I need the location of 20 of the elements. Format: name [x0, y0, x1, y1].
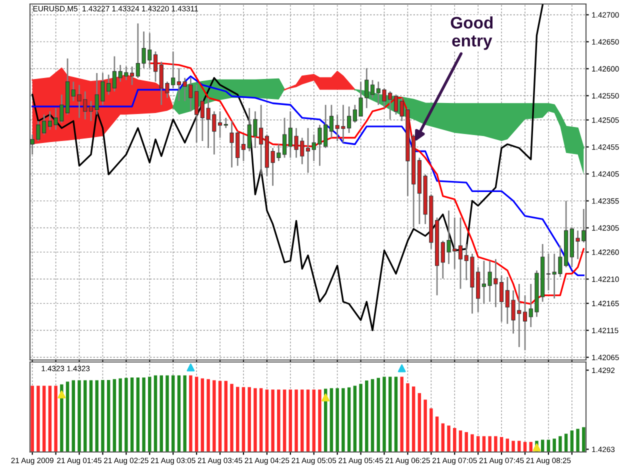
candlestick — [458, 216, 463, 290]
candlestick — [224, 117, 228, 129]
point — [322, 394, 330, 402]
candlestick — [176, 67, 182, 102]
candlestick — [522, 294, 528, 351]
point — [58, 390, 66, 398]
candlestick — [394, 94, 398, 116]
candlestick — [218, 110, 222, 138]
candlestick — [306, 127, 310, 174]
line-series — [32, 4, 544, 332]
point — [532, 443, 541, 452]
annotation: Good entry — [450, 16, 493, 50]
point — [398, 364, 406, 372]
candlestick — [241, 134, 246, 162]
candlestick — [88, 100, 94, 122]
line-series — [32, 75, 584, 276]
candlestick — [370, 79, 375, 99]
candlestick — [153, 50, 158, 82]
line-series — [148, 62, 584, 305]
point — [186, 364, 195, 372]
